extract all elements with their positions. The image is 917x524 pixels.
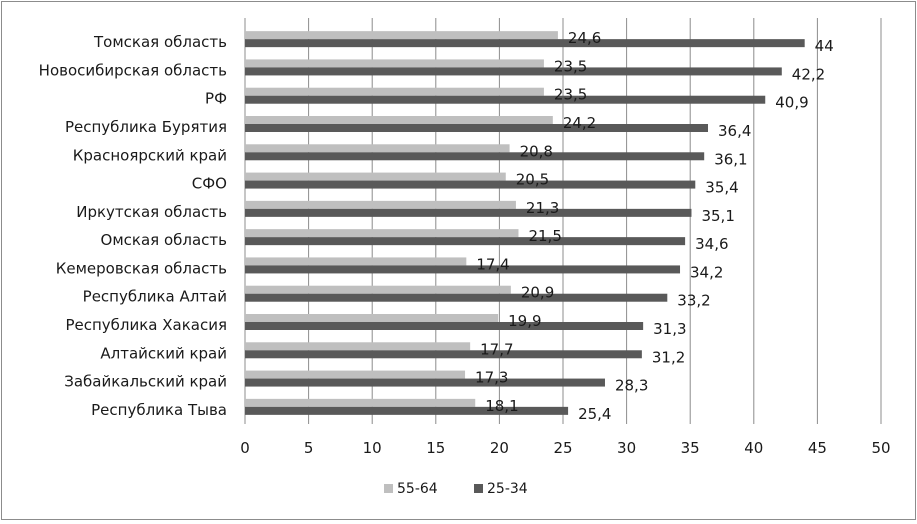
- bar-series-25-34: [245, 293, 668, 302]
- bar-series-55-64: [245, 31, 558, 40]
- x-tick-label: 20: [490, 439, 509, 457]
- data-label: 31,2: [652, 348, 685, 366]
- bar-series-55-64: [245, 370, 466, 379]
- data-label: 35,4: [705, 179, 738, 197]
- data-label: 17,4: [476, 255, 509, 273]
- category-label: Кемеровская область: [56, 259, 227, 277]
- x-tick-label: 50: [871, 439, 890, 457]
- bar-series-25-34: [245, 378, 605, 387]
- data-label: 36,4: [718, 122, 751, 140]
- data-label: 23,5: [554, 57, 587, 75]
- bar-series-25-34: [245, 265, 681, 274]
- x-tick-label: 30: [617, 439, 636, 457]
- x-tick-label: 15: [426, 439, 445, 457]
- data-label: 17,7: [480, 340, 513, 358]
- category-label: Республика Алтай: [83, 288, 227, 306]
- data-label: 33,2: [677, 292, 710, 310]
- data-label: 35,1: [701, 207, 734, 225]
- legend-swatch-55-64: [384, 484, 393, 493]
- bar-series-25-34: [245, 406, 569, 415]
- bar-series-25-34: [245, 322, 644, 330]
- category-label: РФ: [205, 90, 227, 108]
- data-label: 34,6: [695, 235, 728, 253]
- bar-series-25-34: [245, 67, 782, 76]
- data-label: 31,3: [653, 320, 686, 338]
- bar-series-25-34: [245, 152, 705, 161]
- category-label: Томская область: [93, 33, 227, 51]
- legend: 55-64 25-34: [384, 481, 528, 497]
- data-label: 44: [815, 37, 834, 55]
- data-label: 42,2: [792, 65, 825, 83]
- data-label: 25,4: [578, 405, 611, 423]
- legend-swatch-25-34: [474, 484, 483, 493]
- bar-series-55-64: [245, 59, 544, 68]
- data-label: 17,3: [475, 369, 508, 387]
- bar-series-55-64: [245, 257, 467, 266]
- bar-series-55-64: [245, 229, 519, 238]
- legend-label: 55-64: [397, 481, 438, 497]
- category-label: СФО: [192, 175, 227, 193]
- bar-series-25-34: [245, 180, 696, 189]
- data-label: 28,3: [615, 377, 648, 395]
- data-label: 36,1: [714, 150, 747, 168]
- bar-series-25-34: [245, 39, 805, 48]
- category-label: Забайкальский край: [64, 373, 227, 391]
- data-label: 18,1: [485, 397, 518, 415]
- x-tick-label: 40: [744, 439, 763, 457]
- x-tick-label: 35: [681, 439, 700, 457]
- bar-series-55-64: [245, 144, 510, 153]
- data-label: 20,9: [521, 284, 554, 302]
- x-axis-tick-labels: 0 5 10 15 20 25 30 35 40 45 50: [240, 439, 890, 457]
- category-labels: Томская область Новосибирская область РФ Ре…: [39, 33, 227, 419]
- bar-series-25-34: [245, 350, 642, 359]
- data-label: 24,6: [568, 29, 601, 47]
- x-tick-label: 45: [808, 439, 827, 457]
- category-label: Алтайский край: [100, 344, 227, 362]
- gridlines: [244, 18, 882, 424]
- data-label: 21,3: [526, 199, 559, 217]
- data-label: 20,8: [520, 142, 553, 160]
- data-label: 19,9: [508, 312, 541, 330]
- category-label: Республика Тыва: [91, 401, 227, 419]
- bar-series-25-34: [245, 95, 766, 104]
- bar-series-55-64: [245, 200, 516, 209]
- data-label: 24,2: [563, 114, 596, 132]
- category-label: Республика Хакасия: [65, 316, 227, 334]
- bar-series-55-64: [245, 314, 499, 322]
- data-label: 20,5: [516, 171, 549, 189]
- bar-series-25-34: [245, 237, 686, 246]
- category-label: Иркутская область: [76, 203, 227, 221]
- data-label: 23,5: [554, 86, 587, 104]
- data-labels: 24,6 44 23,5 42,2 23,5 40,9 24,2 36,4 20,8 36,1 20…: [475, 29, 834, 423]
- data-label: 40,9: [775, 94, 808, 112]
- bar-series-25-34: [245, 208, 692, 217]
- x-tick-label: 5: [304, 439, 314, 457]
- category-label: Омская область: [101, 231, 227, 249]
- bars: [245, 31, 805, 415]
- bar-series-55-64: [245, 285, 511, 294]
- bar-series-55-64: [245, 87, 544, 96]
- bar-series-55-64: [245, 398, 476, 407]
- data-label: 34,2: [690, 263, 723, 281]
- category-label: Красноярский край: [73, 146, 227, 164]
- bar-series-25-34: [245, 124, 709, 132]
- x-tick-label: 25: [553, 439, 572, 457]
- legend-label: 25-34: [487, 481, 528, 497]
- x-tick-label: 0: [240, 439, 250, 457]
- bar-series-55-64: [245, 342, 471, 351]
- bar-series-55-64: [245, 172, 506, 181]
- bar-series-55-64: [245, 116, 553, 124]
- category-label: Республика Бурятия: [65, 118, 227, 136]
- x-tick-label: 10: [363, 439, 382, 457]
- category-label: Новосибирская область: [39, 61, 227, 79]
- data-label: 21,5: [528, 227, 561, 245]
